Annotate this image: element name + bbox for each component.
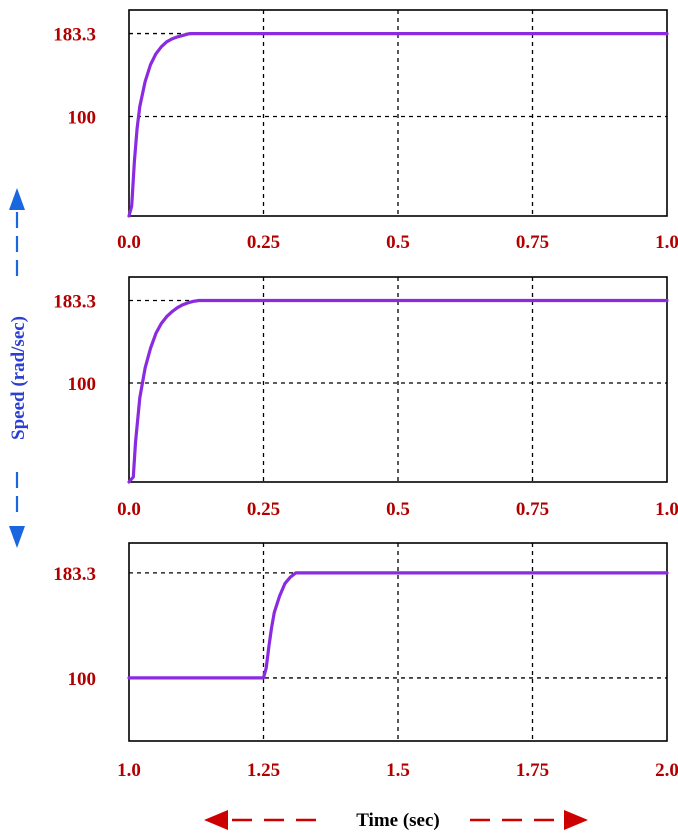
- speed-axis-label: Speed (rad/sec): [8, 316, 29, 440]
- speed-down-arrow-icon: [9, 526, 25, 548]
- x-tick-label: 1.75: [516, 760, 549, 781]
- speed-series-line: [127, 31, 669, 218]
- plot-frame: [128, 276, 668, 483]
- time-axis-label: Time (sec): [356, 810, 440, 831]
- y-tick-label: 100: [68, 107, 97, 128]
- x-tick-label: 1.25: [247, 760, 280, 781]
- x-tick-label: 0.5: [386, 499, 410, 520]
- y-tick-label: 183.3: [53, 291, 96, 312]
- chart-panel-1: 0.0 0.25 0.5 0.75 1.0 100 183.3: [53, 9, 678, 253]
- x-tick-label: 0.75: [516, 232, 549, 253]
- time-axis-annotation: Time (sec): [204, 810, 588, 831]
- speed-axis-annotation: Speed (rad/sec): [8, 188, 29, 548]
- x-tick-label: 1.0: [655, 499, 678, 520]
- y-tick-label: 100: [68, 374, 97, 395]
- time-right-arrow-icon: [564, 810, 588, 830]
- x-tick-label: 0.75: [516, 499, 549, 520]
- x-tick-label: 1.0: [655, 232, 678, 253]
- y-tick-label: 183.3: [53, 25, 96, 46]
- x-tick-label: 0.0: [117, 499, 141, 520]
- time-left-arrow-icon: [204, 810, 228, 830]
- x-tick-label: 0.25: [247, 232, 280, 253]
- chart-panels: 0.0 0.25 0.5 0.75 1.0 100 183.3 0.0 0.25 0.5 0.75 1…: [53, 9, 678, 781]
- x-tick-label: 0.0: [117, 232, 141, 253]
- x-tick-label: 1.5: [386, 760, 410, 781]
- y-tick-label: 100: [68, 669, 97, 690]
- plot-frame: [128, 9, 668, 217]
- plot-frame: [128, 542, 668, 742]
- speed-series-line: [127, 571, 669, 680]
- x-tick-label: 0.5: [386, 232, 410, 253]
- speed-up-arrow-icon: [9, 188, 25, 210]
- y-tick-label: 183.3: [53, 564, 96, 585]
- x-tick-label: 2.0: [655, 760, 678, 781]
- x-tick-label: 0.25: [247, 499, 280, 520]
- x-tick-label: 1.0: [117, 760, 141, 781]
- chart-panel-3: 1.0 1.25 1.5 1.75 2.0 100 183.3: [53, 542, 678, 781]
- speed-series-line: [127, 298, 669, 484]
- chart-panel-2: 0.0 0.25 0.5 0.75 1.0 100 183.3: [53, 276, 678, 520]
